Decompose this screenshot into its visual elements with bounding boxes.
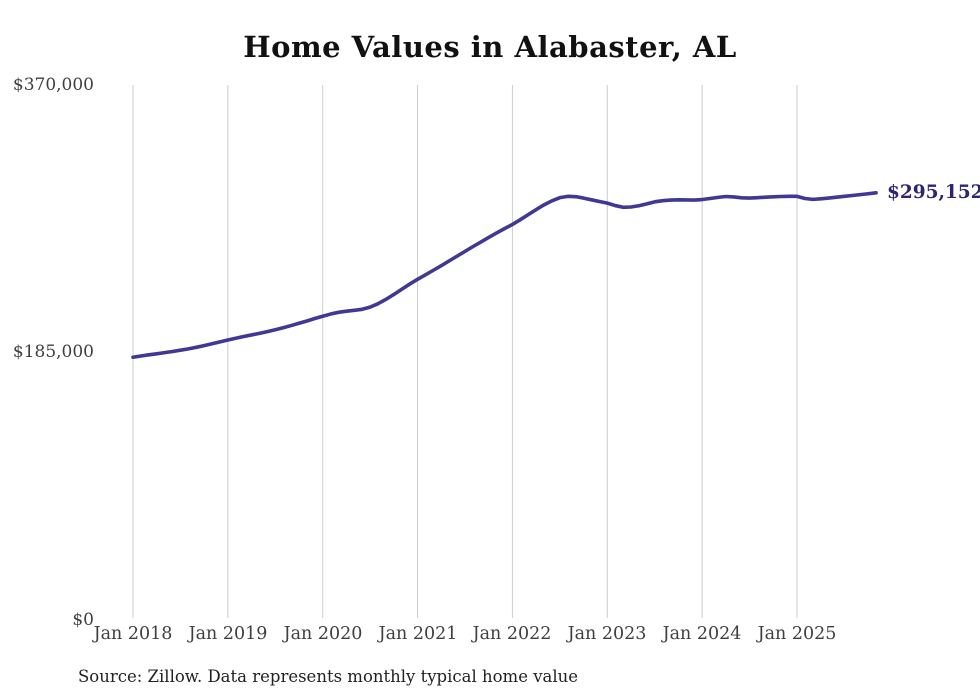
x-axis-tick-label: Jan 2021 xyxy=(378,624,458,644)
x-axis-tick-label: Jan 2020 xyxy=(283,624,363,644)
y-axis-tick-label: $370,000 xyxy=(12,75,94,95)
x-axis-tick-label: Jan 2025 xyxy=(757,624,837,644)
y-axis-tick-label: $0 xyxy=(72,610,94,630)
current-value-label: $295,152 xyxy=(887,182,980,203)
x-axis-tick-label: Jan 2018 xyxy=(93,624,173,644)
source-attribution: Source: Zillow. Data represents monthly … xyxy=(78,667,579,686)
x-axis-tick-label: Jan 2024 xyxy=(662,624,742,644)
x-axis-tick-label: Jan 2019 xyxy=(188,624,268,644)
chart-title: Home Values in Alabaster, AL xyxy=(243,30,737,64)
y-axis-tick-label: $185,000 xyxy=(12,342,94,362)
x-axis-tick-label: Jan 2023 xyxy=(567,624,647,644)
home-value-line xyxy=(131,191,878,360)
x-axis-tick-label: Jan 2022 xyxy=(472,624,552,644)
